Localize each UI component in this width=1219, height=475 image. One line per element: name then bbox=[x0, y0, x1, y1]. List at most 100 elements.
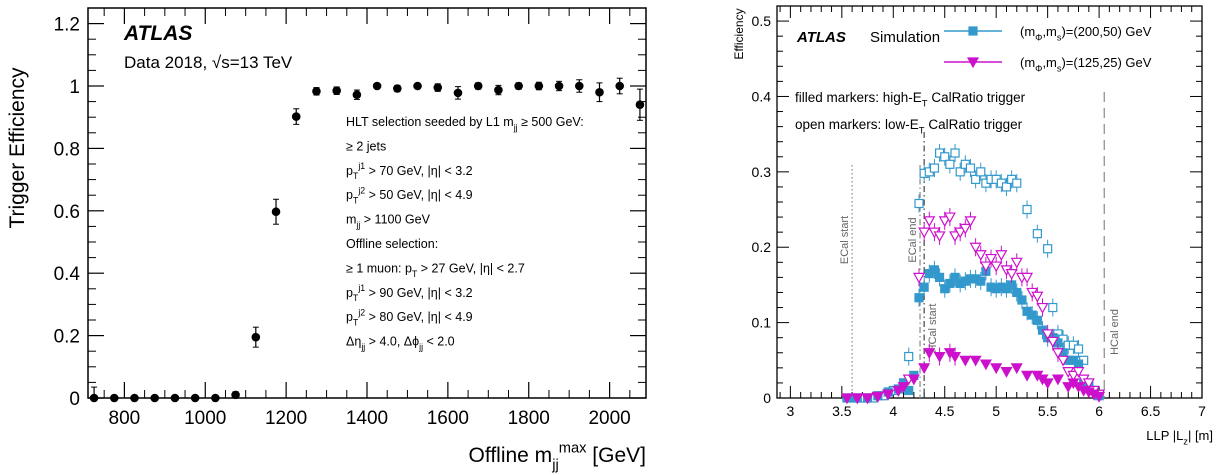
x-tick-label: 1400 bbox=[346, 408, 388, 429]
data-point bbox=[514, 81, 523, 91]
open-marker bbox=[914, 198, 924, 209]
x-tick-label: 7 bbox=[1198, 403, 1206, 419]
marker-note: filled markers: high-ET CalRatio trigger bbox=[795, 90, 1026, 110]
data-point bbox=[130, 393, 139, 403]
data-point bbox=[231, 390, 240, 400]
selection-note-line: Offline selection: bbox=[346, 237, 438, 251]
trigger-efficiency-chart: 0 0.2 0.4 0.6 0.8 1 1.2 800 1000 1200 1400 1600 1800… bbox=[6, 7, 647, 474]
filled-marker bbox=[969, 355, 982, 367]
data-subtitle: Data 2018, √s=13 TeV bbox=[124, 53, 293, 72]
open-marker bbox=[904, 351, 914, 362]
y-tick-label: 0.3 bbox=[752, 164, 772, 180]
open-marker bbox=[979, 261, 992, 273]
selection-note-line: Δηjj > 4.0, Δϕjj < 2.0 bbox=[346, 335, 455, 352]
open-marker bbox=[971, 174, 981, 184]
open-marker bbox=[1036, 302, 1049, 314]
open-marker bbox=[1067, 370, 1080, 382]
x-tick-label: 4 bbox=[889, 403, 897, 419]
open-marker bbox=[1001, 182, 1012, 192]
filled-marker bbox=[979, 359, 992, 371]
open-marker bbox=[1031, 291, 1044, 303]
open-marker bbox=[1051, 348, 1064, 360]
filled-marker bbox=[1032, 315, 1042, 325]
y-tick-label: 0 bbox=[763, 390, 771, 406]
y-tick-label: 0.4 bbox=[54, 264, 81, 285]
open-marker bbox=[918, 227, 931, 239]
filled-marker bbox=[1000, 367, 1013, 378]
filled-marker bbox=[1093, 391, 1106, 403]
selection-note-line: pTj2 > 80 GeV, |η| < 4.9 bbox=[346, 308, 473, 328]
x-tick-label: 4.5 bbox=[935, 403, 955, 419]
y-tick-label: 0.8 bbox=[54, 139, 80, 160]
data-point bbox=[534, 81, 544, 91]
data-point bbox=[595, 87, 604, 97]
open-marker bbox=[929, 163, 940, 173]
atlas-label: ATLAS bbox=[123, 22, 192, 45]
filled-marker bbox=[940, 284, 950, 294]
x-tick-label: 5 bbox=[992, 403, 1000, 419]
selection-note-line: HLT selection seeded by L1 mjj ≥ 500 GeV… bbox=[346, 115, 584, 132]
filled-marker bbox=[1041, 378, 1054, 390]
open-marker bbox=[933, 231, 946, 243]
x-tick-label: 6.5 bbox=[1141, 403, 1161, 419]
data-point bbox=[109, 393, 119, 403]
data-point bbox=[473, 81, 483, 91]
open-marker bbox=[1012, 178, 1022, 188]
open-marker bbox=[965, 163, 976, 173]
y-tick-label: 1.2 bbox=[54, 15, 80, 36]
filled-marker bbox=[840, 393, 853, 405]
filled-marker bbox=[949, 351, 962, 363]
filled-marker bbox=[1073, 359, 1084, 369]
open-marker bbox=[938, 216, 951, 228]
y-tick-label: 0.2 bbox=[752, 239, 772, 255]
x-axis-title: LLP |Lz| [m] bbox=[1146, 428, 1213, 447]
atlas-label-right: ATLAS bbox=[796, 29, 846, 46]
y-axis-title: Trigger Efficiency bbox=[6, 67, 29, 229]
filled-marker bbox=[976, 276, 986, 286]
open-marker bbox=[1082, 378, 1095, 390]
filled-marker bbox=[1012, 287, 1022, 298]
data-point bbox=[413, 81, 422, 91]
filled-marker bbox=[990, 363, 1003, 375]
open-marker bbox=[964, 216, 977, 228]
filled-marker bbox=[1010, 363, 1023, 375]
data-point bbox=[291, 112, 301, 121]
x-tick-label: 1800 bbox=[508, 408, 550, 429]
legend-marker bbox=[966, 57, 980, 69]
open-marker bbox=[943, 212, 956, 224]
y-axis-title: Efficiency bbox=[732, 8, 746, 59]
region-line-label: ECal end bbox=[907, 217, 919, 262]
data-point bbox=[433, 83, 443, 92]
open-marker bbox=[976, 167, 986, 177]
y-tick-label: 1 bbox=[69, 77, 80, 98]
open-marker bbox=[923, 216, 936, 228]
x-axis-title: Offline mjjmax [GeV] bbox=[469, 441, 646, 474]
open-marker bbox=[945, 159, 955, 169]
selection-note-line: ≥ 1 muon: pT > 27 GeV, |η| < 2.7 bbox=[346, 261, 525, 278]
open-marker bbox=[955, 167, 965, 177]
open-marker bbox=[1010, 257, 1023, 269]
open-marker bbox=[1032, 229, 1042, 239]
y-tick-label: 0 bbox=[69, 389, 80, 410]
open-marker bbox=[959, 223, 972, 235]
x-tick-label: 3 bbox=[786, 403, 794, 419]
filled-marker bbox=[1051, 374, 1064, 386]
filled-marker bbox=[934, 272, 945, 282]
data-point bbox=[150, 393, 160, 403]
open-marker bbox=[995, 250, 1008, 262]
open-marker bbox=[985, 253, 998, 265]
region-line-label: ECal start bbox=[839, 216, 851, 264]
open-marker bbox=[949, 231, 962, 243]
open-marker bbox=[1022, 204, 1032, 215]
selection-note-line: pTj1 > 90 GeV, |η| < 3.2 bbox=[346, 283, 473, 303]
data-point bbox=[372, 81, 382, 91]
open-marker bbox=[954, 227, 967, 239]
data-point bbox=[574, 81, 584, 91]
legend-marker bbox=[968, 26, 978, 36]
x-tick-label: 5.5 bbox=[1038, 403, 1058, 419]
open-marker bbox=[974, 250, 987, 262]
filled-marker bbox=[945, 278, 955, 289]
data-point bbox=[393, 84, 402, 93]
x-tick-label: 1600 bbox=[427, 408, 469, 429]
